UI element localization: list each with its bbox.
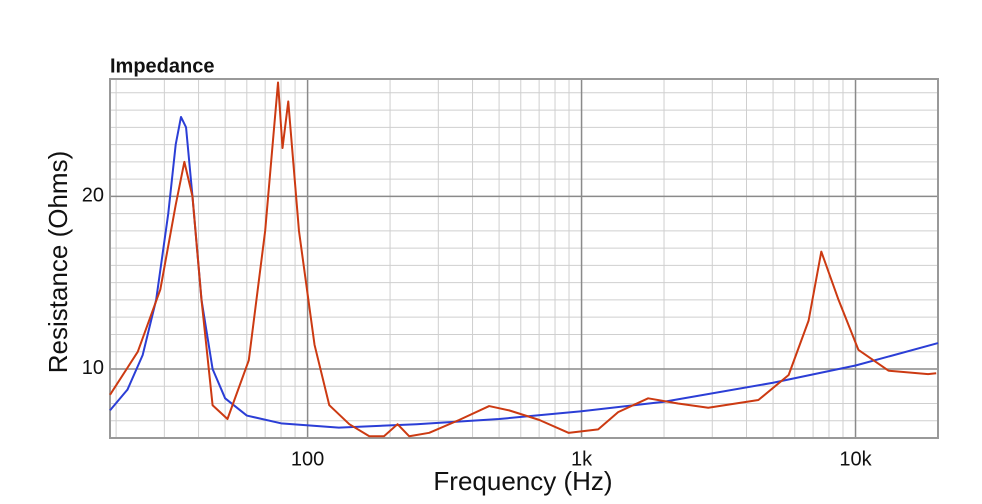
x-tick-label: 10k bbox=[839, 448, 872, 470]
x-tick-label: 100 bbox=[291, 448, 324, 470]
y-tick-label: 10 bbox=[82, 357, 104, 379]
plot-frame bbox=[109, 78, 939, 439]
line bbox=[109, 115, 939, 429]
x-axis-label: Frequency (Hz) bbox=[433, 466, 612, 496]
chart-title: Impedance bbox=[110, 55, 214, 77]
line bbox=[109, 81, 937, 438]
y-axis-label: Resistance (Ohms) bbox=[43, 151, 73, 374]
x-tick-label: 1k bbox=[571, 448, 593, 470]
y-tick-label: 20 bbox=[82, 185, 104, 207]
